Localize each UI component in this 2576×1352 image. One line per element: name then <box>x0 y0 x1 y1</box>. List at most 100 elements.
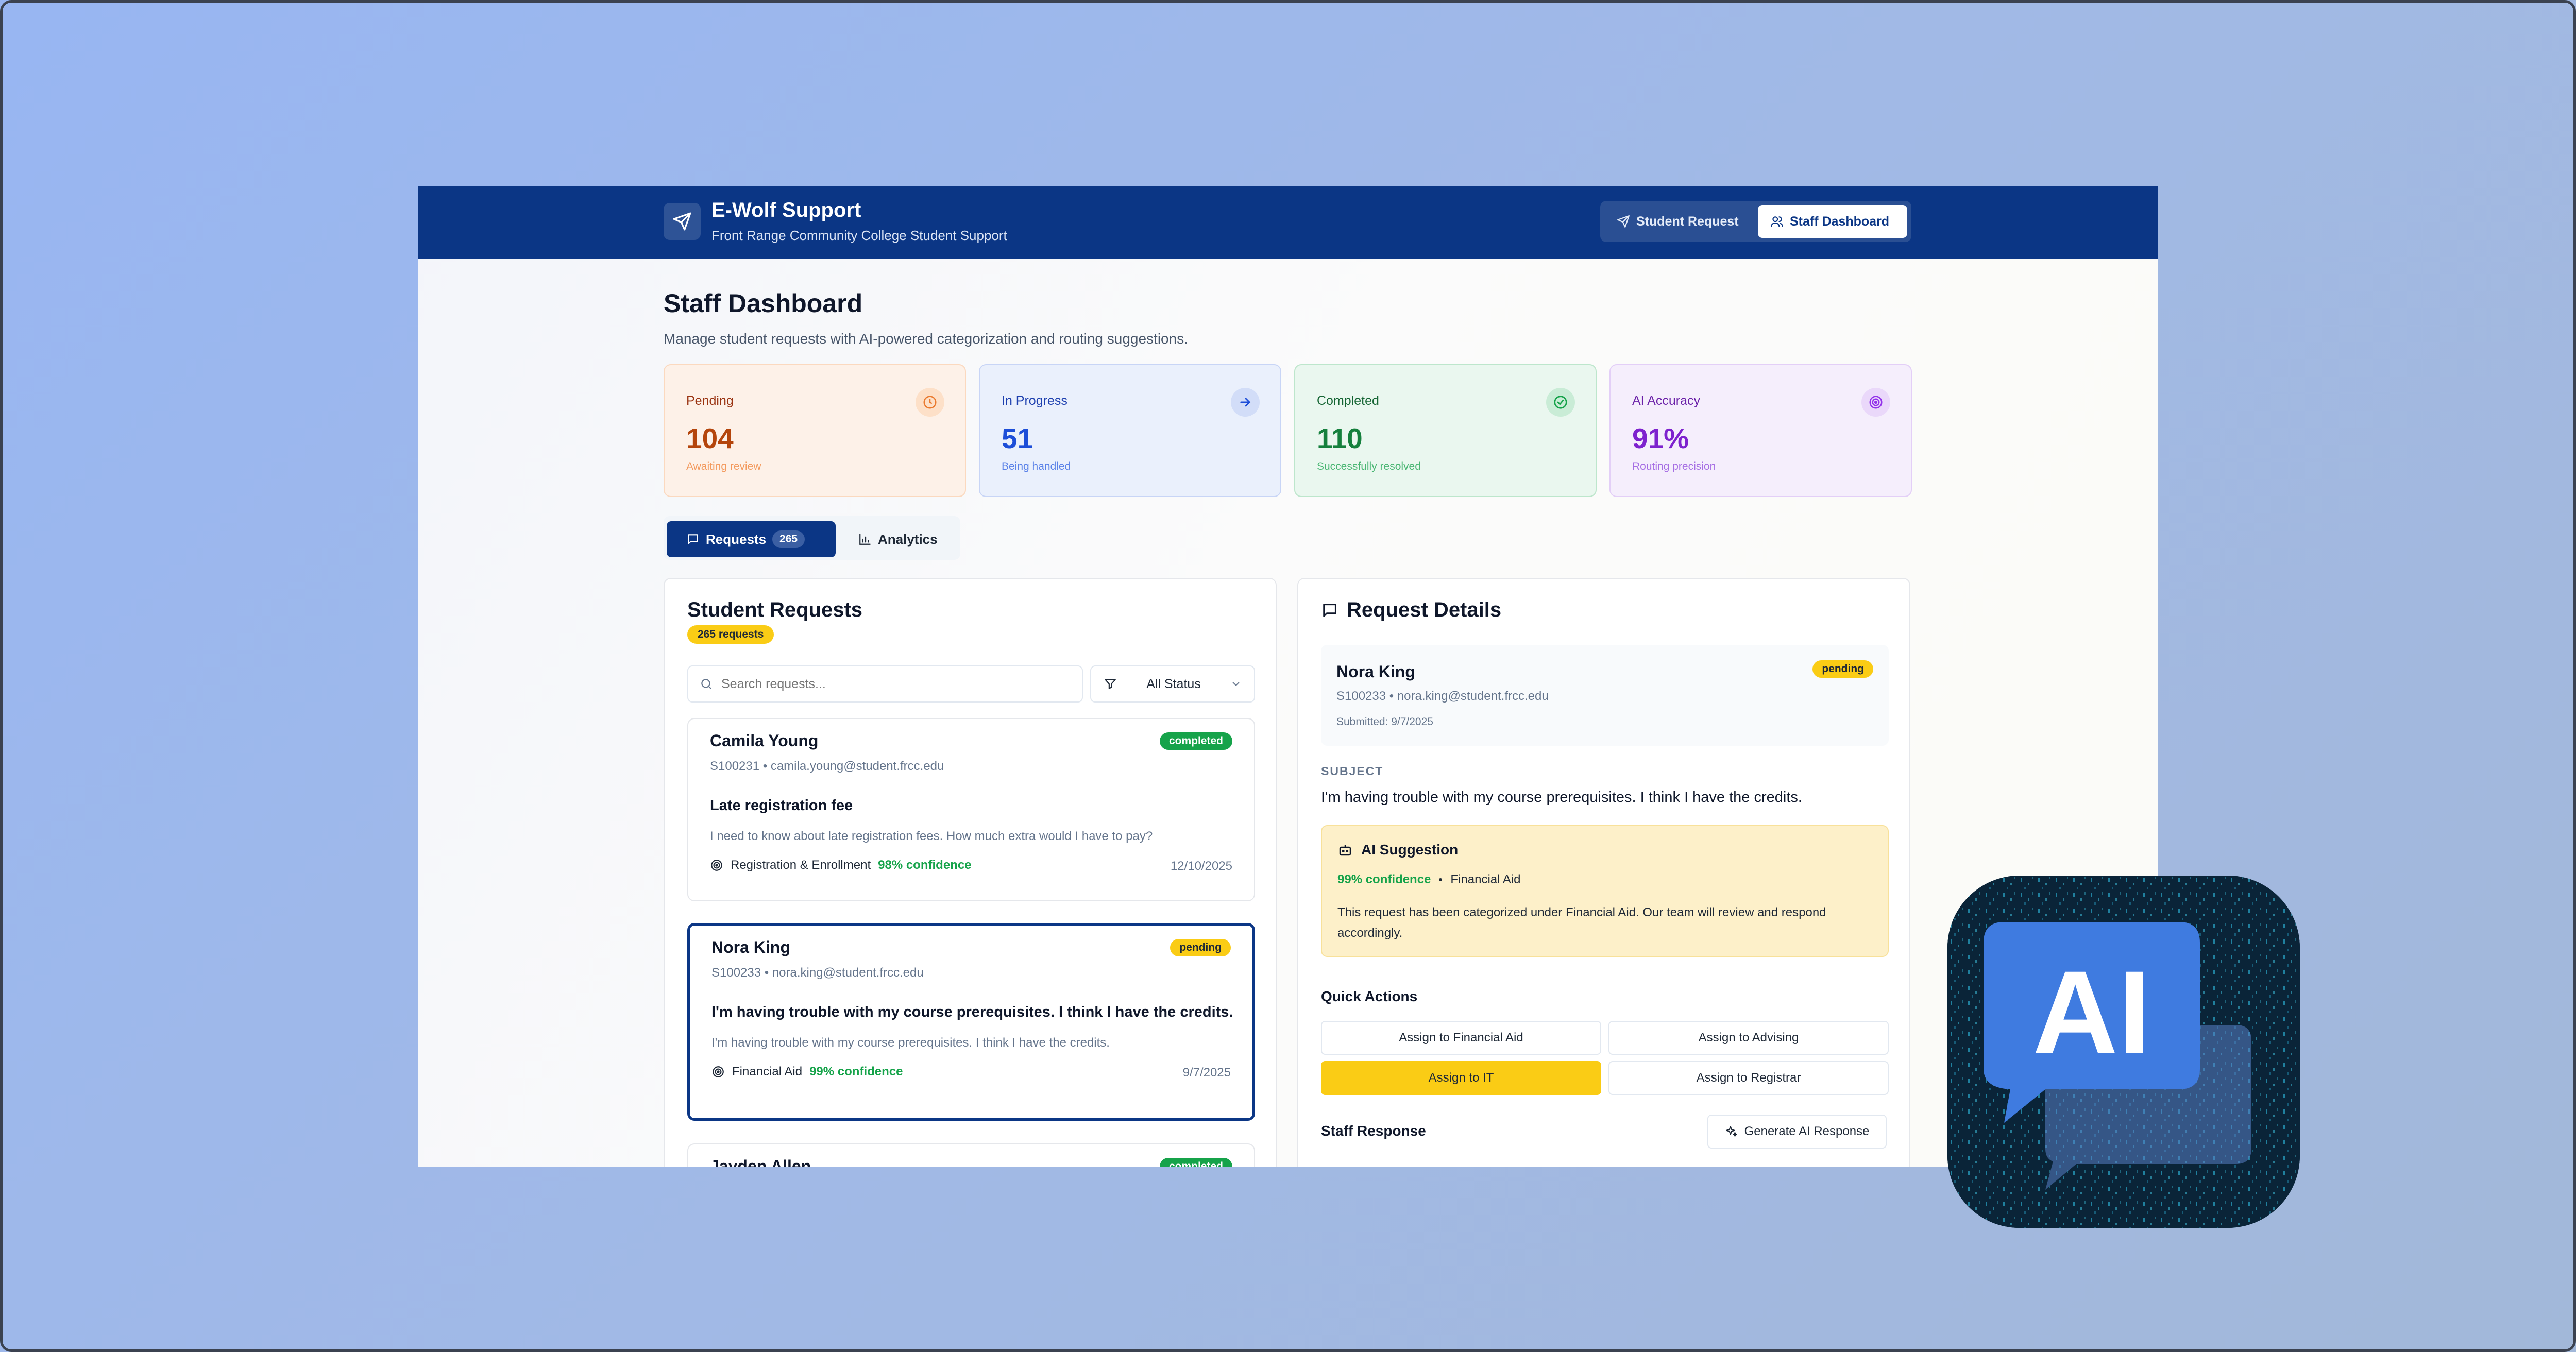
stat-note: Successfully resolved <box>1317 460 1421 472</box>
student-request-label: Student Request <box>1636 214 1739 229</box>
staff-dashboard-button[interactable]: Staff Dashboard <box>1758 205 1907 238</box>
request-student-name: Jayden Allen <box>710 1157 811 1167</box>
stat-label: In Progress <box>1002 393 1067 408</box>
tab-requests-count: 265 <box>772 530 805 548</box>
assign-it-button[interactable]: Assign to IT <box>1321 1061 1601 1095</box>
request-subject: I'm having trouble with my course prereq… <box>711 1004 1233 1020</box>
requester-id: S100233 • nora.king@student.frcc.edu <box>1336 689 1549 703</box>
target-icon <box>713 1066 724 1077</box>
bar-chart-icon <box>859 534 871 545</box>
assign-registrar-button[interactable]: Assign to Registrar <box>1608 1061 1889 1095</box>
assign-financial-aid-button[interactable]: Assign to Financial Aid <box>1321 1021 1601 1055</box>
request-footer: Financial Aid 99% confidence <box>711 1065 903 1079</box>
ai-confidence: 99% confidence <box>1337 872 1431 886</box>
request-card-selected[interactable]: Nora King S100233 • nora.king@student.fr… <box>687 923 1255 1121</box>
ai-app-icon: AI <box>1947 876 2300 1228</box>
request-category: Financial Aid <box>732 1065 803 1079</box>
assign-advising-button[interactable]: Assign to Advising <box>1608 1021 1889 1055</box>
check-circle-icon <box>1546 388 1575 417</box>
subject-label: SUBJECT <box>1321 764 1384 778</box>
stat-note: Awaiting review <box>686 460 761 472</box>
quick-actions-label: Quick Actions <box>1321 988 1418 1004</box>
staff-response-label: Staff Response <box>1321 1123 1426 1139</box>
staff-dashboard-label: Staff Dashboard <box>1790 214 1890 229</box>
request-date: 9/7/2025 <box>1182 1066 1231 1080</box>
clock-icon <box>916 388 944 417</box>
stat-note: Being handled <box>1002 460 1071 472</box>
request-subject: Late registration fee <box>710 797 853 814</box>
app-window: E-Wolf Support Front Range Community Col… <box>418 186 2158 1167</box>
ai-suggestion-title: AI Suggestion <box>1361 842 1459 858</box>
request-count-badge: 265 requests <box>687 625 774 644</box>
send-icon <box>1617 215 1630 228</box>
target-icon <box>1861 388 1890 417</box>
users-icon <box>1771 216 1783 227</box>
request-card[interactable]: Jayden Allen completed <box>687 1143 1255 1167</box>
stat-card-pending: Pending 104 Awaiting review <box>664 364 966 497</box>
ai-icon-text: AI <box>2032 946 2151 1079</box>
tab-bar: Requests 265 Analytics <box>664 516 960 560</box>
status-badge: pending <box>1170 939 1231 956</box>
search-input[interactable] <box>721 676 1061 692</box>
stat-label: Pending <box>686 393 734 408</box>
chevron-down-icon <box>1232 682 1240 687</box>
page-subtitle: Manage student requests with AI-powered … <box>664 331 1188 347</box>
status-badge: pending <box>1812 660 1873 678</box>
target-icon <box>711 860 722 871</box>
request-student-id: S100231 • camila.young@student.frcc.edu <box>710 759 944 773</box>
subject-text: I'm having trouble with my course prereq… <box>1321 789 1802 806</box>
view-switcher: Student Request Staff Dashboard <box>1600 201 1911 242</box>
arrow-right-icon <box>1231 388 1260 417</box>
top-header: E-Wolf Support Front Range Community Col… <box>418 186 2158 259</box>
brand-title: E-Wolf Support <box>711 199 861 221</box>
stat-label: Completed <box>1317 393 1379 408</box>
ai-chat-bubble-icon: AI <box>1947 876 2300 1228</box>
requester-name: Nora King <box>1336 662 1415 681</box>
sparkles-icon <box>1725 1126 1737 1137</box>
stat-card-ai-accuracy: AI Accuracy 91% Routing precision <box>1609 364 1912 497</box>
generate-ai-response-label: Generate AI Response <box>1744 1124 1870 1138</box>
filter-icon <box>1105 679 1116 689</box>
request-confidence: 98% confidence <box>878 858 972 872</box>
status-filter-select[interactable]: All Status <box>1090 665 1255 703</box>
request-student-id: S100233 • nora.king@student.frcc.edu <box>711 966 924 980</box>
message-square-icon <box>1323 604 1336 617</box>
ai-category: Financial Aid <box>1450 872 1521 886</box>
send-logo-icon <box>664 203 701 240</box>
tab-analytics[interactable]: Analytics <box>839 521 957 557</box>
status-filter-value: All Status <box>1146 676 1201 691</box>
ai-suggestion-text: This request has been categorized under … <box>1337 905 1826 940</box>
stat-value: 91% <box>1632 422 1689 454</box>
student-request-button[interactable]: Student Request <box>1604 205 1754 238</box>
request-confidence: 99% confidence <box>809 1065 903 1079</box>
student-requests-panel: Student Requests 265 requests All Status… <box>664 578 1277 1167</box>
stat-value: 51 <box>1002 422 1033 454</box>
request-preview: I'm having trouble with my course prereq… <box>711 1036 1110 1050</box>
tab-requests[interactable]: Requests 265 <box>667 521 836 557</box>
ai-suggestion-box: AI Suggestion 99% confidence Financial A… <box>1321 825 1889 957</box>
stat-card-completed: Completed 110 Successfully resolved <box>1294 364 1597 497</box>
stat-value: 110 <box>1317 422 1363 454</box>
request-student-name: Camila Young <box>710 731 819 750</box>
request-student-name: Nora King <box>711 938 790 956</box>
tab-requests-label: Requests <box>706 531 767 547</box>
page-title: Staff Dashboard <box>664 289 863 318</box>
message-square-icon <box>688 534 698 544</box>
brand-subtitle: Front Range Community College Student Su… <box>711 228 1007 243</box>
tab-analytics-label: Analytics <box>878 531 938 547</box>
stat-label: AI Accuracy <box>1632 393 1700 408</box>
generate-ai-response-button[interactable]: Generate AI Response <box>1707 1115 1887 1149</box>
ai-suggestion-meta: 99% confidence Financial Aid <box>1337 872 1520 887</box>
submitted-date: Submitted: 9/7/2025 <box>1336 716 1433 728</box>
search-box <box>687 665 1083 703</box>
request-card[interactable]: Camila Young S100231 • camila.young@stud… <box>687 718 1255 901</box>
status-badge: completed <box>1159 732 1232 750</box>
request-details-panel: Request Details Nora King S100233 • nora… <box>1297 578 1910 1167</box>
search-icon <box>701 679 711 689</box>
panel-title: Request Details <box>1347 598 1502 621</box>
request-footer: Registration & Enrollment 98% confidence <box>710 858 972 872</box>
request-date: 12/10/2025 <box>1170 859 1232 873</box>
stat-note: Routing precision <box>1632 460 1716 472</box>
separator-dot <box>1439 878 1443 881</box>
ai-suggestion-header: AI Suggestion <box>1337 842 1458 858</box>
